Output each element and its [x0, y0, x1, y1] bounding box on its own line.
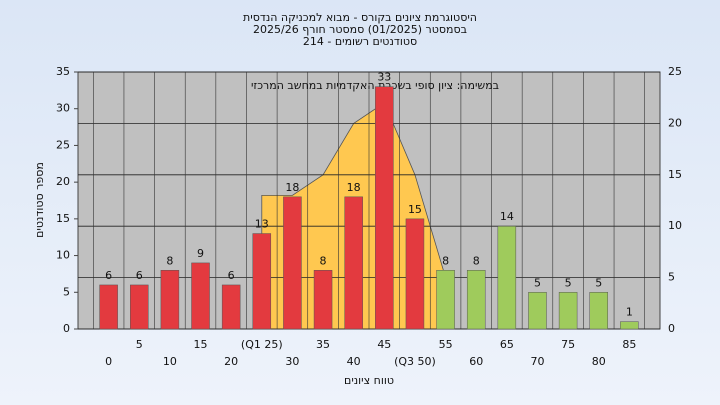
- chart-subtitle: בסמסטר (01/2025) סמסטר חורף 2025/26: [253, 23, 467, 36]
- y2-tick-label: 0: [668, 322, 675, 335]
- data-label: 5: [534, 276, 541, 289]
- data-label: 18: [347, 181, 361, 194]
- data-label: 14: [500, 210, 514, 223]
- bar: [558, 292, 578, 330]
- y-tick-label: 30: [56, 102, 70, 115]
- data-label: 13: [255, 218, 269, 231]
- x-tick-label: 0: [105, 355, 112, 368]
- bar: [313, 270, 333, 330]
- data-label: 5: [595, 276, 602, 289]
- chart-title: היסטוגרמת ציונים בקורס - מבוא למכניקה הנ…: [243, 11, 477, 24]
- y-tick-label: 5: [63, 285, 70, 298]
- y-tick-label: 15: [56, 212, 70, 225]
- x-tick-label: 85: [622, 338, 636, 351]
- x-tick-label: 15: [194, 338, 208, 351]
- data-label: 8: [442, 254, 449, 267]
- bar: [405, 218, 425, 330]
- data-label: 9: [197, 247, 204, 260]
- bar: [436, 270, 455, 330]
- y-tick-label: 0: [63, 322, 70, 335]
- y2-tick-label: 20: [668, 116, 682, 129]
- x-tick-label: 70: [530, 355, 544, 368]
- x-tick-label: 20: [224, 355, 238, 368]
- x-tick-label: 45: [377, 338, 391, 351]
- x-tick-label: 80: [592, 355, 606, 368]
- bar: [497, 225, 517, 330]
- bar: [344, 196, 363, 330]
- bar: [283, 196, 302, 330]
- bar: [375, 86, 394, 330]
- bar: [191, 262, 210, 330]
- bar: [466, 270, 486, 330]
- bar: [620, 321, 639, 330]
- data-label: 33: [377, 71, 391, 84]
- bar: [252, 233, 272, 330]
- data-label: 6: [228, 269, 235, 282]
- bar: [130, 284, 149, 330]
- x-tick-label: 10: [163, 355, 177, 368]
- x-tick-label: 55: [439, 338, 453, 351]
- data-label: 6: [136, 269, 143, 282]
- y-tick-label: 20: [56, 175, 70, 188]
- y-tick-label: 25: [56, 138, 70, 151]
- x-tick-label: 30: [285, 355, 299, 368]
- annotation: במשימה: ציון סופי בשכבת האקדמיות במחשב ה…: [251, 79, 499, 92]
- data-label: 8: [473, 254, 480, 267]
- data-label: 18: [285, 181, 299, 194]
- x-tick-label: (Q1 25): [241, 338, 283, 351]
- bar: [160, 270, 180, 330]
- bar: [589, 292, 608, 330]
- x-tick-label: 60: [469, 355, 483, 368]
- data-label: 8: [166, 254, 173, 267]
- data-label: 15: [408, 203, 422, 216]
- y-tick-label: 35: [56, 65, 70, 78]
- bar: [99, 284, 118, 330]
- x-axis-title: טווח ציונים: [344, 374, 394, 387]
- x-tick-label: 65: [500, 338, 514, 351]
- bar: [221, 284, 241, 330]
- y-tick-label: 10: [56, 249, 70, 262]
- data-label: 1: [626, 306, 633, 319]
- y-axis-title: מספר סטודנטים: [33, 162, 46, 238]
- y2-tick-label: 25: [668, 65, 682, 78]
- x-tick-label: (Q3 50): [394, 355, 436, 368]
- y2-tick-label: 10: [668, 219, 682, 232]
- x-tick-label: 35: [316, 338, 330, 351]
- x-tick-label: 75: [561, 338, 575, 351]
- chart-subtitle: סטודנטים רשומים - 214: [303, 35, 417, 48]
- data-label: 8: [320, 254, 327, 267]
- x-tick-label: 40: [347, 355, 361, 368]
- y2-tick-label: 5: [668, 271, 675, 284]
- x-tick-label: 5: [136, 338, 143, 351]
- y2-tick-label: 15: [668, 168, 682, 181]
- data-label: 6: [105, 269, 112, 282]
- bar: [528, 292, 547, 330]
- data-label: 5: [565, 276, 572, 289]
